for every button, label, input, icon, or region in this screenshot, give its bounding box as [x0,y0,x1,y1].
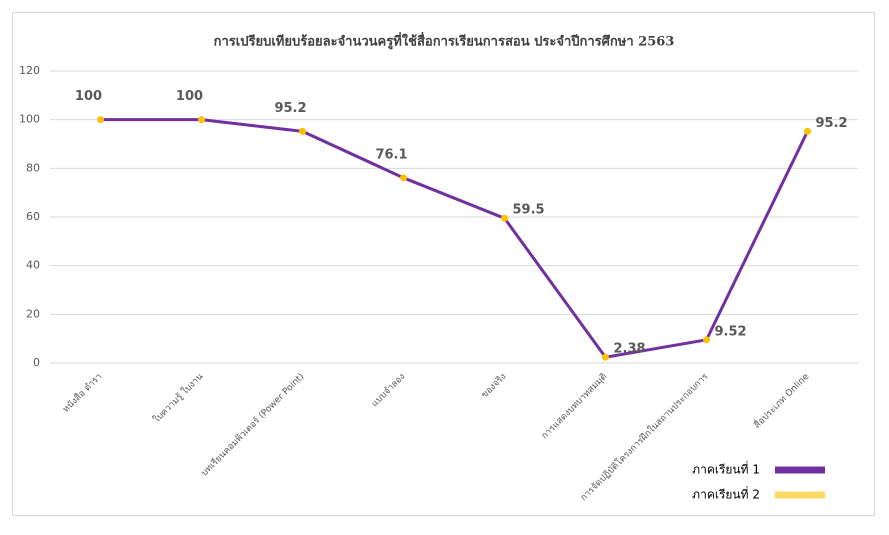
data-label: 2.38 [614,342,646,357]
y-tick-label: 60 [26,210,40,223]
marker [501,214,508,222]
data-label: 100 [176,89,203,104]
marker [198,116,205,124]
y-tick-label: 0 [33,356,40,369]
data-label: 9.52 [715,324,747,339]
data-label: 95.2 [274,101,306,116]
legend-label: ภาคเรียนที่ 1 [692,461,760,477]
chart-border [12,12,875,516]
data-label: 76.1 [375,147,407,162]
y-tick-label: 20 [26,307,40,320]
y-tick-label: 40 [26,259,40,272]
y-tick-label: 100 [19,113,40,126]
chart-title: การเปรียบเทียบร้อยละจำนวนครูที่ใช้สื่อกา… [214,32,675,50]
data-label: 100 [75,89,102,104]
line [100,118,809,359]
data-label: 59.5 [513,203,545,218]
legend-label: ภาคเรียนที่ 2 [692,486,760,502]
marker [703,336,710,344]
y-tick-label: 80 [26,161,40,174]
marker [299,127,306,135]
marker [804,127,811,135]
data-label: 95.2 [816,116,848,131]
marker [400,174,407,182]
marker [602,353,609,361]
y-tick-label: 120 [19,64,40,77]
marker [97,116,104,124]
